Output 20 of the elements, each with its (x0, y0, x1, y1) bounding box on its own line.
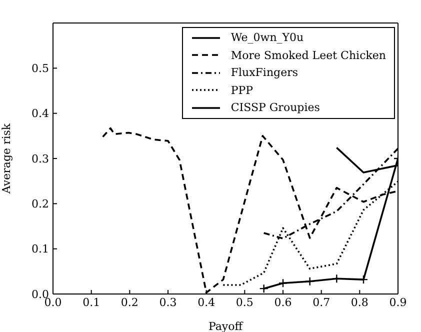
x-tick-label: 0.1 (82, 296, 100, 309)
legend-label: More Smoked Leet Chicken (230, 48, 386, 62)
y-axis-title: Average risk (0, 123, 13, 195)
legend-label: CISSP Groupies (230, 101, 320, 114)
x-tick-label: 0.2 (120, 296, 138, 309)
x-tick-label: 0.9 (389, 296, 407, 309)
x-tick-label: 0.4 (198, 296, 216, 309)
y-tick-label: 0.1 (32, 242, 49, 256)
y-tick-label: 0.5 (32, 62, 49, 76)
x-tick-label: 0.7 (312, 296, 330, 309)
x-tick-label: 0.8 (350, 296, 368, 309)
y-tick-label: 0.4 (32, 107, 49, 120)
x-tick-label: 0.3 (159, 296, 177, 309)
legend-label: We_0wn_Y0u (230, 31, 304, 44)
y-tick-label: 0.2 (32, 198, 49, 211)
y-tick-label: 0.3 (32, 152, 49, 166)
x-tick-label: 0.5 (236, 296, 254, 309)
legend-label: FluxFingers (230, 66, 298, 80)
legend-label: PPP (230, 84, 254, 97)
x-tick-label: 0.6 (274, 296, 292, 309)
